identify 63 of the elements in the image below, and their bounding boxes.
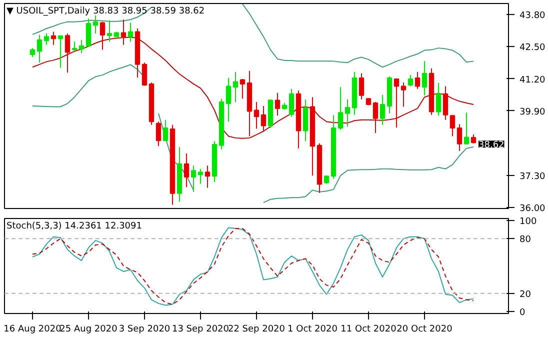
candlestick	[274, 92, 280, 116]
candlestick	[72, 41, 78, 52]
candlestick	[408, 74, 414, 87]
x-tick-label: 11 Oct 2020	[340, 324, 397, 334]
candlestick	[260, 106, 266, 132]
candlestick	[162, 119, 168, 142]
candlestick	[344, 98, 350, 128]
candlestick	[302, 99, 308, 142]
candlestick	[240, 78, 246, 100]
candlestick	[288, 88, 294, 118]
candlestick	[436, 82, 442, 116]
candlestick	[442, 86, 448, 120]
candlestick	[128, 22, 134, 42]
y-tick-label: 0	[520, 308, 526, 318]
candlestick	[142, 62, 148, 86]
x-tick-label: 1 Oct 2020	[288, 324, 338, 334]
candlestick	[226, 78, 232, 122]
candlestick	[358, 72, 364, 100]
candlestick	[414, 71, 420, 90]
candlestick	[450, 114, 456, 137]
candlestick	[120, 19, 126, 46]
candlestick	[400, 82, 406, 108]
candlestick	[204, 165, 210, 188]
candlestick	[380, 94, 386, 126]
y-tick-label: 20	[520, 290, 532, 300]
y-tick-label: 80	[520, 235, 532, 246]
candlestick	[92, 14, 98, 34]
x-tick-label: 25 Aug 2020	[60, 324, 118, 334]
x-tick-label: 22 Sep 2020	[228, 324, 286, 334]
candlestick	[106, 20, 112, 42]
candlestick	[78, 39, 84, 54]
candlestick	[190, 165, 196, 192]
chart-title: ▼ USOIL_SPT,Daily 38.83 38.95 38.59 38.62	[6, 6, 205, 16]
y-tick-label: 37.30	[520, 172, 546, 182]
x-tick-label: 3 Sep 2020	[118, 324, 170, 334]
x-tick-label: 13 Sep 2020	[172, 324, 230, 334]
candlestick	[50, 31, 56, 46]
candlestick	[44, 32, 50, 46]
candlestick	[232, 71, 238, 103]
y-tick-label: 36.00	[520, 204, 546, 214]
candlestick	[254, 102, 260, 130]
x-tick-label: 16 Aug 2020	[4, 324, 62, 334]
y-tick-label: 42.50	[520, 43, 546, 54]
candlestick	[338, 86, 344, 130]
candlestick	[422, 60, 428, 96]
candlestick	[58, 34, 64, 68]
candlestick	[184, 153, 190, 188]
chart-title: Stoch(5,3,3) 14.2361 12.3091	[6, 222, 142, 232]
x-tick-label: 20 Oct 2020	[396, 324, 453, 334]
candlestick	[464, 112, 470, 145]
candlestick	[86, 18, 92, 48]
candlestick	[372, 102, 378, 134]
candlestick	[100, 21, 106, 50]
candlestick	[64, 32, 70, 74]
candlestick	[36, 34, 42, 64]
candlestick	[394, 78, 400, 128]
candlestick	[156, 121, 162, 147]
y-tick-label: 100	[520, 216, 537, 227]
candlestick	[456, 124, 462, 152]
y-tick-label: 41.20	[520, 75, 546, 86]
y-tick-label: 39.90	[520, 107, 546, 118]
y-tick-label: 43.80	[520, 10, 546, 21]
candlestick	[198, 168, 204, 184]
